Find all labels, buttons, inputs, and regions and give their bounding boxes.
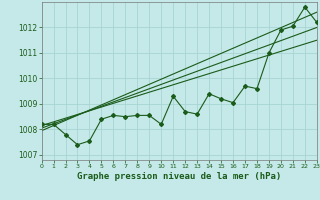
X-axis label: Graphe pression niveau de la mer (hPa): Graphe pression niveau de la mer (hPa) [77, 172, 281, 181]
